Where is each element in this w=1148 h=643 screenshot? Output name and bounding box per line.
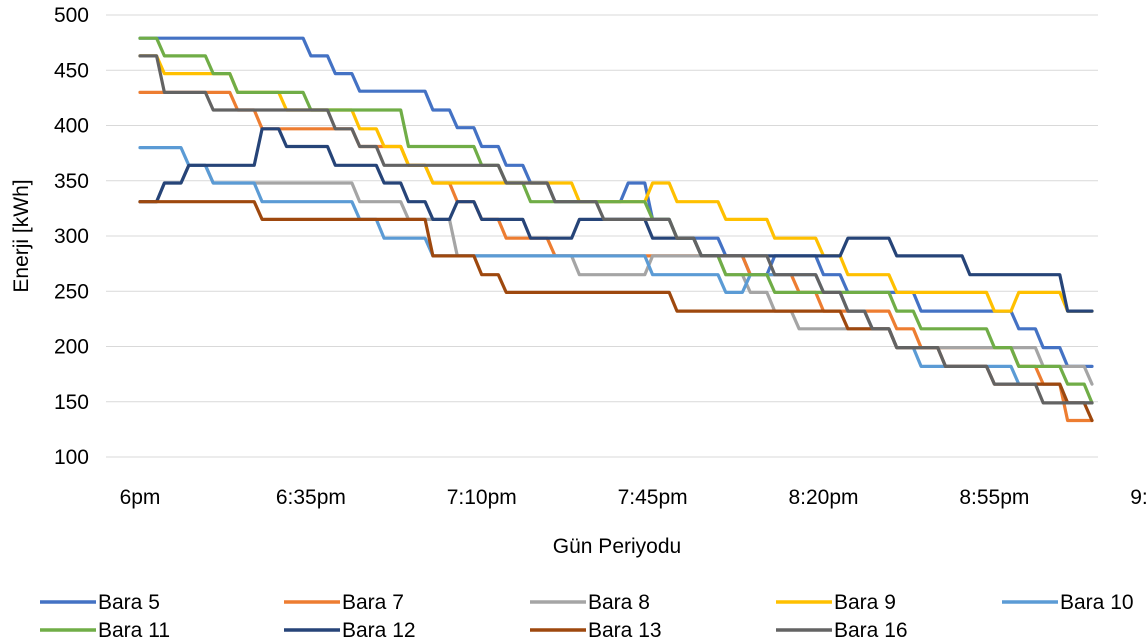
legend-label: Bara 13: [588, 619, 662, 642]
legend-label: Bara 7: [342, 591, 404, 614]
legend-item-bara-8: Bara 8: [530, 591, 650, 614]
legend-item-bara-10: Bara 10: [1002, 591, 1134, 614]
series-line-bara-16: [138, 54, 1094, 405]
legend-item-bara-11: Bara 11: [40, 619, 170, 642]
legend-item-bara-16: Bara 16: [776, 619, 908, 642]
x-tick-label: 9:30pm: [1130, 486, 1148, 509]
x-tick-label: 7:45pm: [618, 486, 688, 509]
series-lines: [138, 36, 1094, 423]
y-tick-label: 250: [54, 280, 89, 303]
legend-item-bara-12: Bara 12: [284, 619, 416, 642]
gridlines: [106, 14, 1098, 458]
legend-item-bara-5: Bara 5: [40, 591, 160, 614]
y-tick-label: 100: [54, 446, 89, 469]
legend-label: Bara 8: [588, 591, 650, 614]
x-tick-label: 6pm: [120, 486, 161, 509]
legend-label: Bara 9: [834, 591, 896, 614]
legend-item-bara-7: Bara 7: [284, 591, 404, 614]
legend-label: Bara 11: [98, 619, 170, 642]
y-tick-label: 500: [54, 4, 89, 27]
y-tick-label: 450: [54, 59, 89, 82]
y-tick-label: 150: [54, 391, 89, 414]
y-axis-ticks: 100 150 200 250 300 350 400 450 500: [54, 4, 89, 469]
legend-label: Bara 5: [98, 591, 160, 614]
x-tick-label: 7:10pm: [447, 486, 517, 509]
y-axis-title: Enerji [kWh]: [10, 179, 33, 292]
legend: Bara 5 Bara 7 Bara 8 Bara 9 Bara 10 Bara 11 Ba…: [40, 591, 1134, 642]
legend-item-bara-13: Bara 13: [530, 619, 662, 642]
legend-label: Bara 10: [1060, 591, 1134, 614]
y-tick-label: 300: [54, 225, 89, 248]
legend-label: Bara 16: [834, 619, 908, 642]
y-tick-label: 400: [54, 115, 89, 138]
series-line-bara-11: [138, 36, 1094, 405]
legend-label: Bara 12: [342, 619, 416, 642]
y-tick-label: 350: [54, 170, 89, 193]
x-axis-title: Gün Periyodu: [553, 535, 681, 558]
x-tick-label: 8:55pm: [959, 486, 1029, 509]
x-tick-label: 6:35pm: [276, 486, 346, 509]
y-tick-label: 200: [54, 336, 89, 359]
x-axis-ticks: 6pm6:35pm7:10pm7:45pm8:20pm8:55pm9:30pm1…: [120, 486, 1148, 509]
legend-item-bara-9: Bara 9: [776, 591, 896, 614]
series-line-bara-10: [138, 146, 1094, 405]
x-tick-label: 8:20pm: [788, 486, 858, 509]
